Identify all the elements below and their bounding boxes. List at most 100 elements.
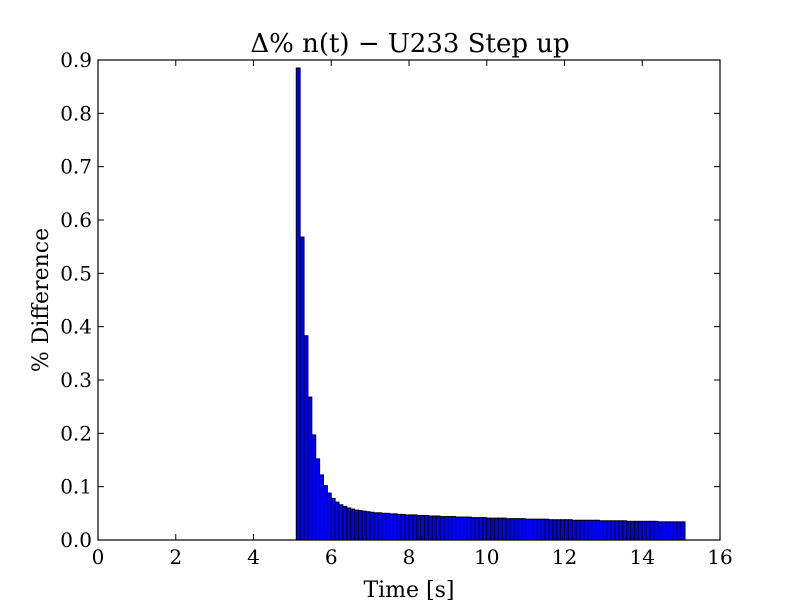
bar: [346, 507, 352, 541]
y-tick-label: 0.3: [60, 368, 92, 392]
bar: [645, 520, 651, 541]
bar: [637, 520, 643, 541]
x-tick-label: 4: [247, 545, 260, 569]
bar: [490, 517, 496, 541]
y-tick-label: 0.0: [60, 528, 92, 552]
bar: [357, 510, 363, 541]
bar: [326, 492, 332, 541]
bar: [466, 516, 472, 541]
bar: [354, 509, 359, 541]
bar: [513, 518, 519, 541]
bar: [552, 519, 558, 541]
x-tick-label: 8: [403, 545, 416, 569]
bar: [377, 512, 383, 541]
bar: [311, 434, 317, 541]
bar: [525, 518, 531, 541]
bar: [598, 520, 604, 541]
y-tick-label: 0.9: [60, 48, 92, 72]
bar: [614, 520, 620, 541]
bar: [497, 517, 503, 541]
bar: [392, 513, 398, 541]
bar: [439, 516, 445, 541]
bar: [431, 515, 437, 541]
bar: [478, 517, 484, 541]
bar: [564, 519, 569, 541]
bar: [641, 520, 647, 541]
bar: [626, 520, 632, 541]
bar: [486, 517, 492, 541]
y-tick-label: 0.5: [60, 261, 92, 285]
bar: [322, 485, 328, 541]
bar: [361, 510, 367, 541]
bar: [560, 519, 565, 541]
bar: [303, 335, 309, 541]
bar: [501, 517, 507, 541]
bar: [307, 396, 313, 541]
bar: [630, 520, 635, 541]
x-tick-label: 14: [630, 545, 655, 569]
bar: [672, 521, 678, 541]
bar: [509, 518, 515, 541]
bar: [447, 516, 453, 541]
bar: [385, 512, 391, 541]
bar: [459, 516, 464, 541]
bar: [556, 519, 562, 541]
y-tick-label: 0.6: [60, 208, 92, 232]
bar: [583, 519, 589, 541]
plot-frame: [97, 59, 721, 541]
bar: [295, 67, 301, 541]
bar: [540, 518, 546, 541]
bar: [602, 520, 608, 541]
x-tick-label: 6: [325, 545, 338, 569]
bar: [420, 514, 426, 541]
bar: [482, 517, 488, 541]
bar: [396, 513, 402, 541]
x-tick-label: 12: [552, 545, 577, 569]
bar: [470, 517, 476, 541]
bar: [494, 517, 499, 541]
bar: [315, 458, 321, 541]
bar: [676, 521, 682, 541]
y-tick-label: 0.8: [60, 101, 92, 125]
bar: [571, 519, 577, 541]
bar: [462, 516, 468, 541]
bar: [424, 514, 429, 541]
bar: [338, 504, 344, 541]
bar: [389, 513, 394, 541]
bar: [595, 519, 600, 541]
bar: [618, 520, 624, 541]
bar: [649, 520, 655, 541]
bar: [521, 518, 527, 541]
bar: [548, 519, 554, 541]
bar: [622, 520, 628, 541]
bar: [505, 518, 511, 541]
bar: [330, 497, 336, 541]
y-axis-title: % Difference: [29, 228, 54, 372]
bar: [567, 519, 573, 541]
bar: [443, 516, 449, 541]
bar: [606, 520, 612, 541]
bar: [412, 514, 418, 541]
y-tick-label: 0.4: [60, 315, 92, 339]
bar: [299, 236, 305, 541]
bar: [451, 516, 457, 541]
bar: [404, 514, 410, 541]
bar: [610, 520, 616, 541]
x-tick-label: 0: [92, 545, 105, 569]
bar: [474, 517, 480, 541]
x-tick-label: 2: [169, 545, 182, 569]
bar: [575, 519, 581, 541]
y-tick-label: 0.7: [60, 155, 92, 179]
bar: [587, 519, 593, 541]
bar: [668, 521, 674, 541]
bar: [657, 521, 663, 541]
bar: [400, 513, 406, 541]
bar: [653, 520, 659, 541]
bar: [455, 516, 461, 541]
bar: [579, 519, 585, 541]
bar: [532, 518, 538, 541]
bar: [369, 511, 375, 541]
bar: [416, 514, 422, 541]
x-axis-title: Time [s]: [363, 578, 454, 600]
